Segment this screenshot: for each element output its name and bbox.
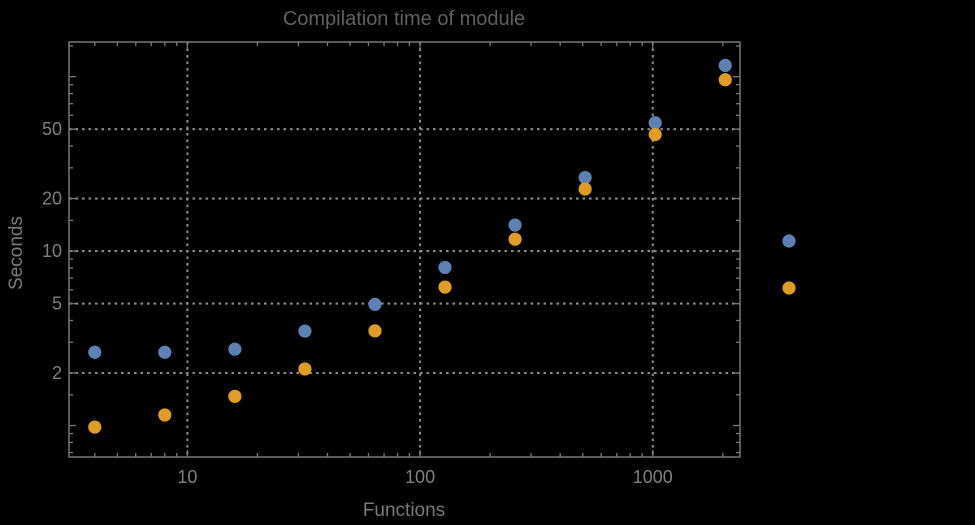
data-point-series-orange xyxy=(718,73,732,87)
data-point-series-blue xyxy=(648,116,662,130)
y-tick-label-2: 2 xyxy=(52,363,62,383)
chart-title: Compilation time of module xyxy=(283,8,525,30)
data-point-series-orange xyxy=(508,232,522,246)
data-point-series-orange xyxy=(368,324,382,338)
y-tick-label-50: 50 xyxy=(42,119,62,139)
data-point-series-orange xyxy=(438,280,452,294)
data-point-series-blue xyxy=(298,324,312,338)
x-tick-label-1000: 1000 xyxy=(633,467,673,487)
data-point-series-blue xyxy=(718,58,732,73)
data-point-series-blue xyxy=(508,218,522,232)
data-point-series-blue xyxy=(578,170,592,185)
x-axis-title: Functions xyxy=(363,500,445,521)
data-point-series-orange xyxy=(648,127,662,142)
legend-marker-2 xyxy=(782,281,796,295)
data-point-series-blue xyxy=(88,345,102,359)
x-tick-label-100: 100 xyxy=(405,467,435,487)
y-tick-label-5: 5 xyxy=(52,294,62,314)
data-point-series-blue xyxy=(368,297,382,311)
data-point-series-blue xyxy=(438,260,452,275)
data-point-series-orange xyxy=(88,420,102,434)
data-point-series-orange xyxy=(578,182,592,196)
plot-frame xyxy=(68,41,741,458)
legend-marker-1 xyxy=(782,234,796,248)
data-point-series-orange xyxy=(298,362,312,376)
x-tick-label-10: 10 xyxy=(177,467,197,487)
data-point-series-orange xyxy=(158,408,172,422)
data-point-series-blue xyxy=(228,342,242,356)
y-axis-title: Seconds xyxy=(6,216,27,290)
data-point-series-orange xyxy=(228,389,242,403)
y-tick-label-10: 10 xyxy=(42,241,62,261)
y-tick-label-20: 20 xyxy=(42,189,62,209)
data-point-series-blue xyxy=(158,345,172,359)
